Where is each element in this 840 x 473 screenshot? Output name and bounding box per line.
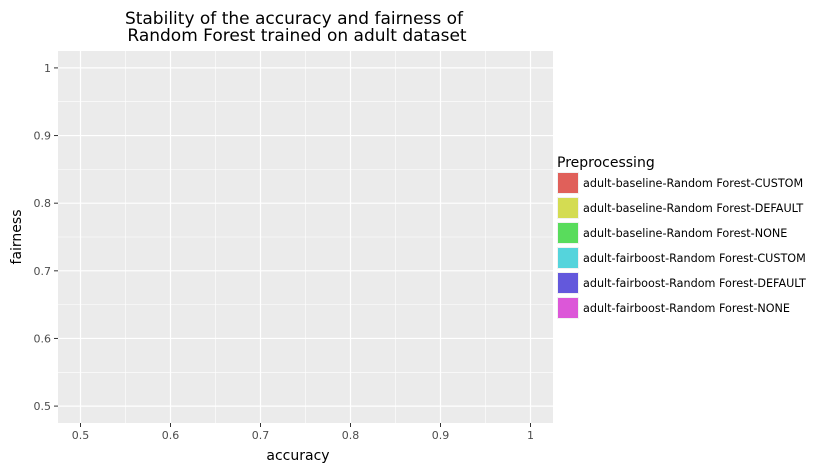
y-tick-label: 0.6 [34,332,52,345]
x-tick-label: 0.6 [162,429,180,442]
legend-swatch [558,223,578,243]
y-tick-label: 0.7 [34,265,52,278]
legend-label: adult-fairboost-Random Forest-DEFAULT [583,277,806,290]
legend-swatch [558,273,578,293]
y-axis-label: fairness [9,210,25,265]
legend-label: adult-baseline-Random Forest-DEFAULT [583,202,803,215]
x-tick-label: 0.7 [252,429,270,442]
y-tick-label: 1 [44,62,51,75]
x-tick-label: 0.9 [432,429,450,442]
y-tick-label: 0.9 [34,130,52,143]
legend-label: adult-fairboost-Random Forest-NONE [583,302,790,315]
y-axis-ticks: 0.5 0.6 0.7 0.8 0.9 1 [34,62,58,413]
x-tick-label: 1 [527,429,534,442]
legend-label: adult-baseline-Random Forest-CUSTOM [583,177,803,190]
legend-swatch [558,198,578,218]
legend-label: adult-fairboost-Random Forest-CUSTOM [583,252,806,265]
y-tick-label: 0.5 [34,400,52,413]
x-axis-label: accuracy [266,448,329,464]
x-tick-label: 0.5 [72,429,90,442]
chart-title-line-2: Random Forest trained on adult dataset [127,26,467,46]
chart-title-line-1: Stability of the accuracy and fairness o… [125,9,464,29]
legend-swatch [558,298,578,318]
grid [58,51,553,423]
legend-swatch [558,173,578,193]
x-tick-label: 0.8 [342,429,360,442]
x-axis-ticks: 0.5 0.6 0.7 0.8 0.9 1 [72,423,534,442]
legend-label: adult-baseline-Random Forest-NONE [583,227,787,240]
y-tick-label: 0.8 [34,197,52,210]
legend: Preprocessing adult-baseline-Random Fore… [557,155,806,319]
legend-swatch [558,248,578,268]
legend-title: Preprocessing [557,155,655,171]
